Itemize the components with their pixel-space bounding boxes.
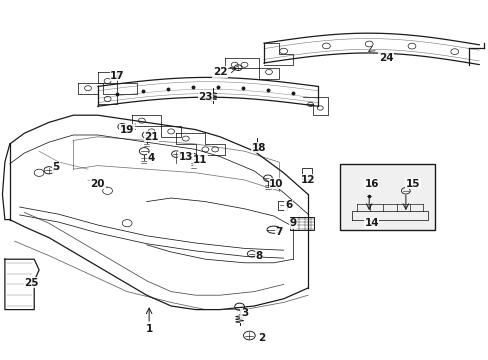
Text: 8: 8	[255, 251, 262, 261]
Bar	[290, 217, 313, 230]
Text: 15: 15	[405, 179, 420, 189]
Text: 20: 20	[90, 179, 105, 189]
Text: 4: 4	[147, 153, 155, 163]
Text: 13: 13	[178, 152, 193, 162]
Text: 17: 17	[110, 71, 124, 81]
Text: 11: 11	[193, 155, 207, 165]
Text: 12: 12	[300, 175, 315, 185]
Text: 22: 22	[212, 67, 227, 77]
Text: 5: 5	[53, 162, 60, 172]
Text: 9: 9	[289, 218, 296, 228]
Text: 6: 6	[285, 200, 291, 210]
Text: 21: 21	[144, 132, 159, 142]
Text: 25: 25	[24, 278, 39, 288]
Bar	[301, 168, 312, 179]
Text: 23: 23	[198, 92, 212, 102]
Text: 19: 19	[120, 125, 134, 135]
Text: 18: 18	[251, 143, 266, 153]
Bar	[278, 201, 286, 210]
Text: 16: 16	[364, 179, 378, 189]
Text: 14: 14	[364, 218, 378, 228]
Text: 10: 10	[268, 179, 283, 189]
Text: 7: 7	[274, 227, 282, 237]
Bar	[339, 164, 434, 230]
Text: 24: 24	[378, 53, 393, 63]
Text: 1: 1	[145, 324, 152, 334]
Text: 2: 2	[258, 333, 264, 343]
Text: 3: 3	[241, 308, 247, 318]
